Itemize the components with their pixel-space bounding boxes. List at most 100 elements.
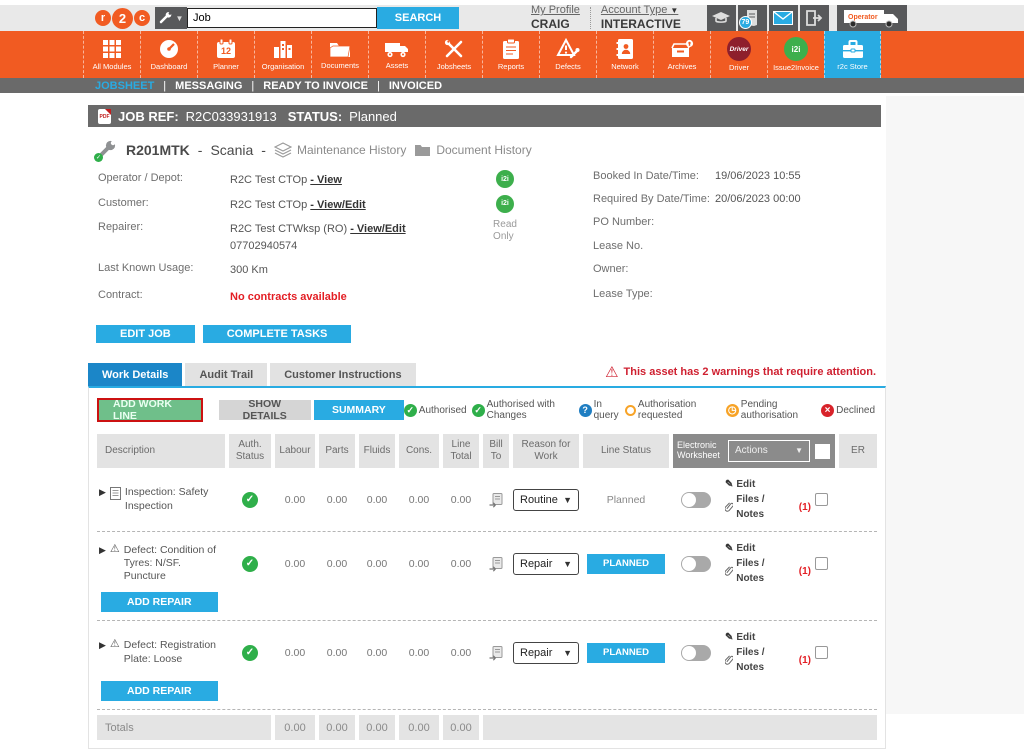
expand-arrow-icon[interactable]: ▶ <box>99 545 106 556</box>
nav-assets[interactable]: Assets <box>368 31 425 78</box>
subnav-separator: | <box>251 80 254 92</box>
show-details-button[interactable]: SHOW DETAILS <box>219 400 311 420</box>
complete-tasks-button[interactable]: COMPLETE TASKS <box>203 325 352 343</box>
line-status-badge[interactable]: PLANNED <box>587 554 665 574</box>
edit-files-block: ✎Edit Files / Notes (1) <box>725 477 811 522</box>
subnav-messaging[interactable]: MESSAGING <box>175 80 242 92</box>
training-button[interactable] <box>707 5 736 31</box>
authorised-status-icon: ✓ <box>242 492 258 508</box>
nav-documents[interactable]: Documents <box>311 31 368 78</box>
subnav-invoiced[interactable]: INVOICED <box>389 80 442 92</box>
pdf-icon[interactable] <box>98 109 111 124</box>
tab-work-details[interactable]: Work Details <box>88 363 182 386</box>
nav-dashboard[interactable]: Dashboard <box>140 31 197 78</box>
document-history-link[interactable]: Document History <box>414 143 531 157</box>
messages-button[interactable] <box>769 5 798 31</box>
subnav-separator: | <box>377 80 380 92</box>
edit-line-link[interactable]: ✎Edit <box>725 541 811 556</box>
nav-all-modules[interactable]: All Modules <box>83 31 140 78</box>
search-category-dropdown[interactable]: ▼ <box>155 7 187 29</box>
tabs-row: Work Details Audit Trail Customer Instru… <box>88 363 886 386</box>
nav-planner[interactable]: 12 Planner <box>197 31 254 78</box>
field-booked-in: Booked In Date/Time: 19/06/2023 10:55 <box>593 170 883 187</box>
r2c-logo[interactable]: r 2 c <box>95 8 150 29</box>
field-required-by: Required By Date/Time: 20/06/2023 00:00 <box>593 193 883 210</box>
pencil-icon: ✎ <box>725 630 733 645</box>
calendar-icon: 12 <box>215 38 237 60</box>
electronic-worksheet-cell: ✎Edit Files / Notes (1) <box>673 541 811 586</box>
workline-row-inspection: ▶ Inspection: Safety Inspection ✓ 0.00 0… <box>97 468 877 531</box>
files-notes-link[interactable]: Files / Notes (1) <box>725 492 811 522</box>
files-notes-link[interactable]: Files / Notes (1) <box>725 556 811 586</box>
news-button[interactable]: 79 <box>738 5 767 31</box>
tab-customer-instructions[interactable]: Customer Instructions <box>270 363 415 386</box>
workline-description: ▶ ⚠ Defect: Condition of Tyres: N/SF. Pu… <box>97 544 225 583</box>
row-checkbox[interactable] <box>815 493 828 506</box>
wrench-icon <box>159 11 173 25</box>
bill-to-cell[interactable] <box>483 645 509 661</box>
field-customer: Customer: R2C Test CTOp - View/Edit i2i <box>98 195 593 214</box>
summary-button[interactable]: SUMMARY <box>314 400 404 420</box>
add-repair-button[interactable]: ADD REPAIR <box>101 681 218 701</box>
files-notes-link[interactable]: Files / Notes (1) <box>725 645 811 675</box>
nav-r2c-store[interactable]: r2c Store <box>824 31 881 78</box>
job-details: Operator / Depot: R2C Test CTOp - View i… <box>98 170 886 311</box>
bill-to-cell[interactable] <box>483 556 509 572</box>
reason-for-work-select[interactable]: Repair▼ <box>513 642 579 664</box>
actions-dropdown[interactable]: Actions ▼ <box>728 440 810 462</box>
tab-audit-trail[interactable]: Audit Trail <box>185 363 267 386</box>
add-work-line-button[interactable]: ADD WORK LINE <box>97 398 203 422</box>
view-edit-link[interactable]: - View/Edit <box>310 199 365 211</box>
my-profile-link[interactable]: My Profile <box>531 4 580 17</box>
row-checkbox[interactable] <box>815 646 828 659</box>
operator-mode-button[interactable]: Operator <box>837 5 907 31</box>
nav-network[interactable]: Network <box>596 31 653 78</box>
edit-line-link[interactable]: ✎Edit <box>725 630 811 645</box>
bill-to-cell[interactable] <box>483 492 509 508</box>
edit-job-button[interactable]: EDIT JOB <box>96 325 195 343</box>
reason-for-work-select[interactable]: Routine▼ <box>513 489 579 511</box>
expand-arrow-icon[interactable]: ▶ <box>99 487 106 498</box>
subnav-ready-to-invoice[interactable]: READY TO INVOICE <box>263 80 368 92</box>
maintenance-history-link[interactable]: Maintenance History <box>274 142 406 158</box>
expand-arrow-icon[interactable]: ▶ <box>99 640 106 651</box>
account-type-dropdown[interactable]: Account Type ▼ <box>601 4 681 17</box>
nav-organisation[interactable]: Organisation <box>254 31 311 78</box>
worksheet-toggle[interactable] <box>681 556 711 572</box>
nav-jobsheets[interactable]: Jobsheets <box>425 31 482 78</box>
nav-reports[interactable]: Reports <box>482 31 539 78</box>
nav-archives[interactable]: Archives <box>653 31 710 78</box>
pencil-icon: ✎ <box>725 477 733 492</box>
col-line-total: Line Total <box>443 434 479 468</box>
row-checkbox[interactable] <box>815 557 828 570</box>
worksheet-toggle[interactable] <box>681 645 711 661</box>
line-total-value: 0.00 <box>443 494 479 506</box>
totals-label: Totals <box>97 715 271 740</box>
totals-line-total: 0.00 <box>443 715 479 740</box>
job-status-value: Planned <box>349 109 397 124</box>
parts-value: 0.00 <box>319 558 355 570</box>
edit-line-link[interactable]: ✎Edit <box>725 477 811 492</box>
crossed-tools-icon <box>443 38 465 60</box>
top-bar: r 2 c ▼ SEARCH My Profile CRAIG Account … <box>0 5 1024 31</box>
view-link[interactable]: - View <box>310 174 342 186</box>
subnav-jobsheet[interactable]: JOBSHEET <box>95 80 154 92</box>
chevron-down-icon: ▼ <box>795 446 803 456</box>
search-button[interactable]: SEARCH <box>377 7 459 29</box>
reason-for-work-select[interactable]: Repair▼ <box>513 553 579 575</box>
search-input[interactable] <box>187 8 377 28</box>
view-edit-link[interactable]: - View/Edit <box>350 223 405 235</box>
logout-button[interactable] <box>800 5 829 31</box>
worklines-table-header: Description Auth. Status Labour Parts Fl… <box>97 434 877 468</box>
select-all-checkbox[interactable] <box>815 444 830 459</box>
nav-driver[interactable]: Driver Driver <box>710 31 767 78</box>
nav-defects[interactable]: Defects <box>539 31 596 78</box>
add-repair-button[interactable]: ADD REPAIR <box>101 592 218 612</box>
vehicle-make: Scania <box>210 142 253 158</box>
paperclip-icon <box>725 501 733 513</box>
worksheet-toggle[interactable] <box>681 492 711 508</box>
nav-issue2invoice[interactable]: i2i Issue2Invoice <box>767 31 824 78</box>
archive-drawer-icon <box>670 38 694 60</box>
profile-area: My Profile CRAIG Account Type ▼ INTERACT… <box>521 4 691 32</box>
line-status-badge[interactable]: PLANNED <box>587 643 665 663</box>
